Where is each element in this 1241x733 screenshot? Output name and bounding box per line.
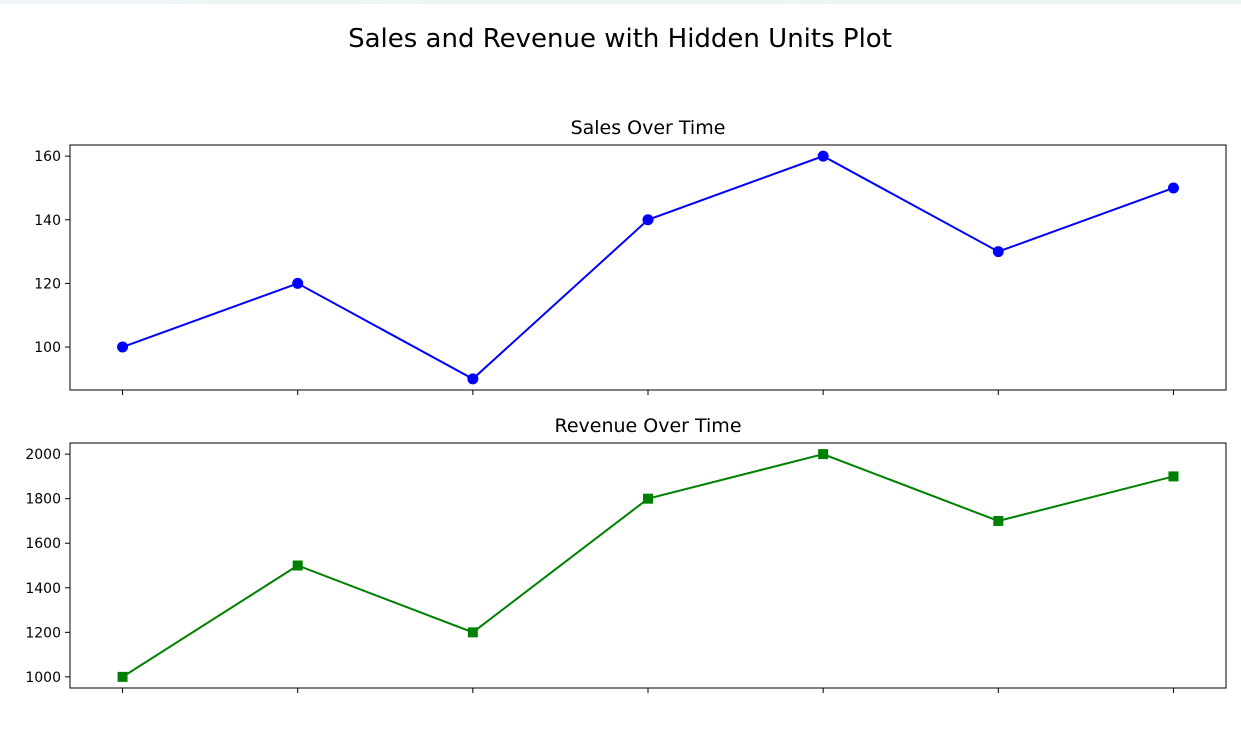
series-line (122, 453, 1174, 678)
y-tick-label: 1800 (25, 492, 61, 508)
subplot-1: Sales Over Time 100 120 140 160 (34, 117, 1227, 395)
data-point (818, 449, 829, 460)
y-tick-label: 1600 (25, 536, 61, 552)
y-tick-label: 1400 (25, 581, 61, 597)
data-point (642, 214, 654, 226)
y-tick-label: 100 (34, 340, 61, 356)
y-tick-label: 160 (34, 149, 61, 165)
data-point (292, 277, 304, 289)
data-point (1168, 471, 1179, 482)
y-tick-label: 1200 (25, 625, 61, 641)
subplot-title: Revenue Over Time (554, 415, 741, 437)
subplot-title: Sales Over Time (571, 117, 726, 139)
axes-frame (69, 442, 1227, 689)
y-tick-label: 140 (34, 213, 61, 229)
data-point (292, 560, 303, 571)
top-band (0, 0, 1241, 4)
data-point (467, 373, 479, 385)
figure-title: Sales and Revenue with Hidden Units Plot (348, 24, 892, 54)
y-tick-label: 120 (34, 276, 61, 292)
data-point (992, 246, 1004, 258)
data-point (817, 150, 829, 162)
subplot-2: Revenue Over Time 1000 1200 1400 1600 1800 200… (25, 415, 1227, 693)
y-tick-label: 1000 (25, 670, 61, 686)
series-line (122, 155, 1174, 381)
data-point (117, 341, 129, 353)
data-point (117, 671, 128, 682)
data-point (467, 627, 478, 638)
data-point (993, 515, 1004, 526)
y-tick-label: 2000 (25, 447, 61, 463)
data-point (1167, 182, 1179, 194)
data-point (643, 493, 653, 504)
axes-frame (69, 144, 1227, 391)
